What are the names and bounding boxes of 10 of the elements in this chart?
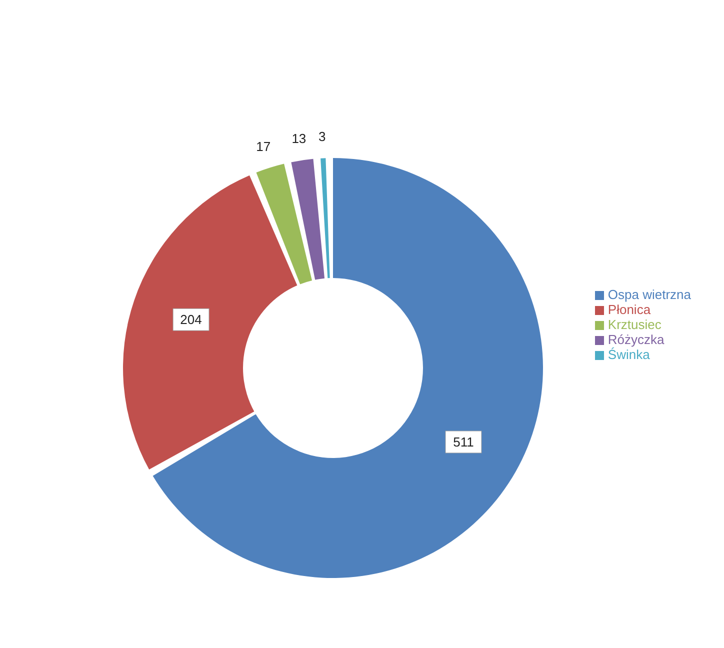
legend-label: Świnka [608,346,650,362]
data-label: 17 [256,139,271,154]
legend-label: Płonica [608,302,651,316]
data-label: 13 [292,131,306,146]
legend-label: Różyczka [608,332,664,346]
legend-label: Krztusiec [608,316,662,332]
data-label: 511 [453,434,474,450]
data-label: 204 [180,312,202,328]
data-label: 3 [318,128,326,144]
legend-label: Ospa wietrzna [608,286,691,302]
